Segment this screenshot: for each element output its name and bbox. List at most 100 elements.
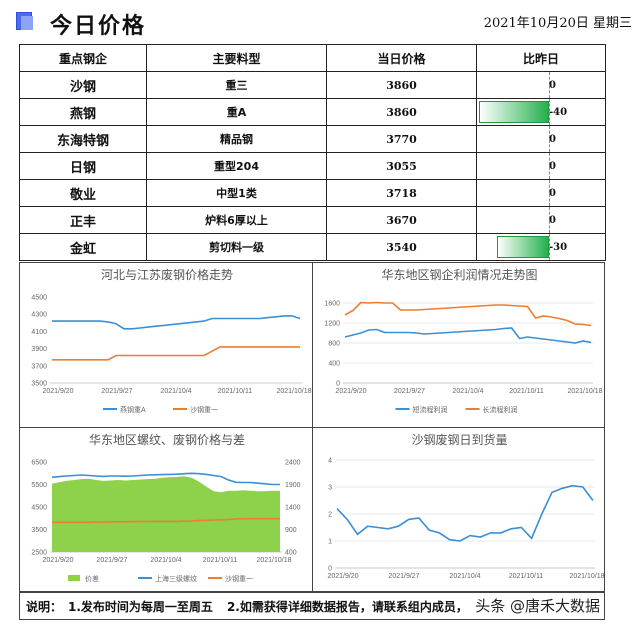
x-tick-label: 2021/9/20 bbox=[42, 557, 73, 564]
change-value: -40 bbox=[549, 106, 568, 118]
x-tick-label: 2021/9/20 bbox=[327, 573, 358, 580]
steel-type: 重A bbox=[146, 98, 327, 126]
price-value: 3718 bbox=[326, 179, 477, 207]
mill-name: 东海特钢 bbox=[19, 125, 147, 153]
table-row: 正丰 炉料6厚以上 3670 0 bbox=[19, 206, 606, 234]
legend-label: 短流程利润 bbox=[413, 405, 448, 414]
series-line-1 bbox=[52, 315, 301, 330]
zero-line bbox=[549, 153, 550, 179]
legend-label: 沙钢重一 bbox=[190, 405, 218, 414]
header: 今日价格 2021年10月20日 星期三 bbox=[0, 0, 640, 44]
x-tick-label: 2021/9/20 bbox=[335, 388, 366, 395]
page-title: 今日价格 bbox=[50, 14, 147, 39]
chart-title: 河北与江苏废钢价格走势 bbox=[101, 267, 233, 282]
table-row: 日钢 重型204 3055 0 bbox=[19, 152, 606, 180]
series-line-2 bbox=[344, 301, 592, 327]
y-tick-label: 400 bbox=[328, 361, 340, 368]
change-cell: 0 bbox=[476, 206, 606, 234]
steel-type: 重三 bbox=[146, 71, 327, 99]
price-value: 3860 bbox=[326, 71, 477, 99]
chart-rebar-scrap-spread: 华东地区螺纹、废钢价格与差 2500 3500 4500 5500 6500 400 900 1… bbox=[31, 432, 301, 583]
y-tick-label: 0 bbox=[328, 566, 332, 573]
x-tick-label: 2021/9/27 bbox=[394, 388, 425, 395]
chart-panel-rebar-scrap-spread: 华东地区螺纹、废钢价格与差 2500 3500 4500 5500 6500 400 900 1… bbox=[19, 427, 313, 592]
column-header-price: 当日价格 bbox=[326, 44, 477, 72]
y-tick-label: 3900 bbox=[31, 346, 47, 353]
chart-shagang-daily-arrivals: 沙钢废钢日到货量 0 1 2 3 4 2021/9/20 2021/9/27 2021/10/4… bbox=[327, 432, 604, 580]
x-tick-label: 2021/10/11 bbox=[509, 573, 544, 580]
y-tick-label: 3500 bbox=[31, 527, 47, 534]
column-header-steel-type: 主要料型 bbox=[146, 44, 327, 72]
zero-line bbox=[549, 72, 550, 98]
table-row: 东海特钢 精品钢 3770 0 bbox=[19, 125, 606, 153]
date-label: 2021年10月20日 星期三 bbox=[483, 16, 632, 31]
footer-note: 说明： 1.发布时间为每周一至周五 2.如需获得详细数据报告，请联系组内成员， … bbox=[19, 592, 605, 620]
y-right-tick-label: 1900 bbox=[285, 482, 301, 489]
change-cell: 0 bbox=[476, 152, 606, 180]
x-tick-label: 2021/9/27 bbox=[101, 388, 132, 395]
zero-line bbox=[549, 99, 550, 125]
change-value: 0 bbox=[549, 133, 556, 145]
steel-type: 精品钢 bbox=[146, 125, 327, 153]
y-tick-label: 4300 bbox=[31, 312, 47, 319]
x-tick-label: 2021/10/18 bbox=[569, 573, 604, 580]
price-value: 3860 bbox=[326, 98, 477, 126]
steel-type: 剪切料一级 bbox=[146, 233, 327, 261]
chart-hebei-jiangsu-scrap-price: 河北与江苏废钢价格走势 3500 3700 3900 4100 4300 4500 2021/… bbox=[31, 267, 311, 414]
x-tick-label: 2021/10/11 bbox=[218, 388, 253, 395]
table-row: 金虹 剪切料一级 3540 -30 bbox=[19, 233, 606, 261]
table-row: 沙钢 重三 3860 0 bbox=[19, 71, 606, 99]
change-value: 0 bbox=[549, 79, 556, 91]
mill-name: 燕钢 bbox=[19, 98, 147, 126]
mill-name: 沙钢 bbox=[19, 71, 147, 99]
mill-name: 日钢 bbox=[19, 152, 147, 180]
zero-line bbox=[549, 207, 550, 233]
price-value: 3540 bbox=[326, 233, 477, 261]
y-tick-label: 4 bbox=[328, 458, 332, 465]
column-header-change: 比昨日 bbox=[476, 44, 606, 72]
y-tick-label: 0 bbox=[336, 381, 340, 388]
column-header-mill: 重点钢企 bbox=[19, 44, 147, 72]
y-right-tick-label: 900 bbox=[285, 527, 297, 534]
x-tick-label: 2021/10/11 bbox=[509, 388, 544, 395]
series-line-3 bbox=[52, 517, 281, 524]
y-tick-label: 1 bbox=[328, 539, 332, 546]
x-tick-label: 2021/10/18 bbox=[256, 557, 291, 564]
zero-line bbox=[549, 180, 550, 206]
legend-label: 燕钢重A bbox=[120, 405, 146, 414]
mill-name: 金虹 bbox=[19, 233, 147, 261]
legend-label: 上海三级螺纹 bbox=[155, 574, 197, 583]
price-value: 3055 bbox=[326, 152, 477, 180]
x-tick-label: 2021/10/4 bbox=[160, 388, 191, 395]
x-tick-label: 2021/10/18 bbox=[276, 388, 311, 395]
series-line-1 bbox=[344, 327, 592, 344]
series-line-1 bbox=[336, 484, 594, 542]
steel-type: 重型204 bbox=[146, 152, 327, 180]
y-tick-label: 2 bbox=[328, 512, 332, 519]
mill-name: 正丰 bbox=[19, 206, 147, 234]
change-bar bbox=[496, 236, 549, 258]
table-row: 敬业 中型1类 3718 0 bbox=[19, 179, 606, 207]
x-tick-label: 2021/9/27 bbox=[96, 557, 127, 564]
legend-label: 价差 bbox=[85, 574, 99, 583]
y-tick-label: 3 bbox=[328, 485, 332, 492]
change-cell: 0 bbox=[476, 125, 606, 153]
mill-name: 敬业 bbox=[19, 179, 147, 207]
steel-type: 中型1类 bbox=[146, 179, 327, 207]
y-tick-label: 1600 bbox=[324, 301, 340, 308]
x-tick-label: 2021/10/4 bbox=[150, 557, 181, 564]
x-tick-label: 2021/9/20 bbox=[42, 388, 73, 395]
chart-title: 沙钢废钢日到货量 bbox=[411, 432, 507, 447]
footer-note-1: 1.发布时间为每周一至周五 bbox=[68, 599, 213, 614]
footer-label: 说明： bbox=[26, 599, 63, 614]
change-bar bbox=[479, 101, 549, 123]
series-line-2 bbox=[51, 472, 280, 486]
table-row: 燕钢 重A 3860 -40 bbox=[19, 98, 606, 126]
y-tick-label: 5500 bbox=[31, 482, 47, 489]
y-tick-label: 6500 bbox=[31, 460, 47, 467]
y-tick-label: 800 bbox=[328, 341, 340, 348]
change-cell: -30 bbox=[476, 233, 606, 261]
change-cell: 0 bbox=[476, 179, 606, 207]
square-logo-icon bbox=[16, 12, 33, 30]
chart-panel-east-china-profit: 华东地区钢企利润情况走势图 0 400 800 1200 1600 2021/9/20 202… bbox=[312, 262, 605, 428]
